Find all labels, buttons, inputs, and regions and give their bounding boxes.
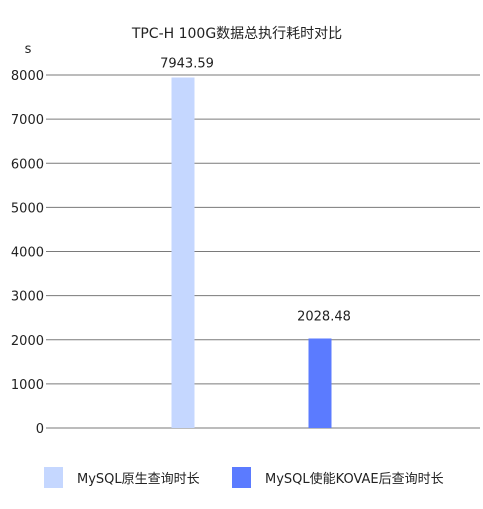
legend-swatch-series-1 [44, 467, 63, 488]
y-tick-label-5000: 5000 [11, 201, 44, 216]
y-tick-label-7000: 7000 [11, 113, 44, 128]
y-tick-label-1000: 1000 [11, 378, 44, 393]
data-label-series-2: 2028.48 [297, 309, 351, 324]
data-labels: 7943.59 2028.48 [160, 56, 351, 324]
y-tick-label-2000: 2000 [11, 334, 44, 349]
legend: MySQL原生查询时长 MySQL使能KOVAE后查询时长 [44, 467, 444, 488]
bar-series-1 [171, 77, 195, 429]
y-tick-label-3000: 3000 [11, 290, 44, 305]
legend-label-series-1: MySQL原生查询时长 [77, 472, 200, 487]
y-tick-label-0: 0 [36, 422, 44, 437]
data-label-series-1: 7943.59 [160, 56, 214, 71]
y-tick-label-8000: 8000 [11, 69, 44, 84]
bars [171, 77, 332, 429]
gridlines [46, 74, 480, 429]
y-tick-label-4000: 4000 [11, 246, 44, 261]
bar-series-2 [308, 338, 332, 428]
legend-label-series-2: MySQL使能KOVAE后查询时长 [265, 471, 444, 487]
chart-title: TPC-H 100G数据总执行耗时对比 [131, 26, 342, 42]
y-axis-ticks: 0 1000 2000 3000 4000 5000 6000 7000 8000 [11, 69, 44, 437]
y-axis-unit-label: s [25, 42, 32, 57]
legend-swatch-series-2 [232, 467, 251, 488]
y-tick-label-6000: 6000 [11, 157, 44, 172]
